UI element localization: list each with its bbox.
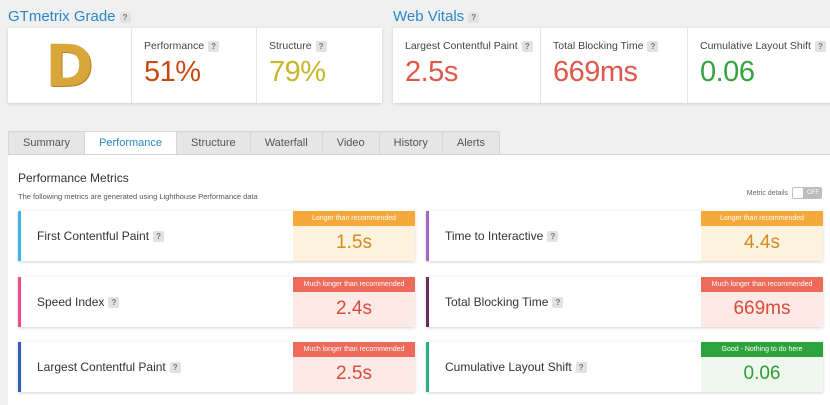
vital-value: 2.5s (405, 56, 458, 88)
metric-result: Much longer than recommended 669ms (701, 277, 823, 327)
structure-value: 79% (269, 56, 326, 88)
metric-label: First Contentful Paint (37, 229, 150, 243)
metric-time-to-interactive[interactable]: Time to Interactive? Longer than recomme… (426, 211, 823, 261)
vital-cls: Cumulative Layout Shift? 0.06 (688, 28, 830, 103)
metric-result: Longer than recommended 1.5s (293, 211, 415, 261)
toggle-state: OFF (807, 190, 819, 196)
metric-result: Much longer than recommended 2.4s (293, 277, 415, 327)
metric-color-bar (426, 342, 429, 392)
metric-result: Longer than recommended 4.4s (701, 211, 823, 261)
metric-details-label: Metric details (746, 189, 788, 197)
metric-details-toggle[interactable]: OFF (792, 187, 822, 199)
metric-label: Time to Interactive (445, 229, 544, 243)
metric-label: Speed Index (37, 295, 105, 309)
metric-status-badge: Longer than recommended (293, 211, 415, 226)
metric-result: Much longer than recommended 2.5s (293, 342, 415, 392)
report-tabs: Summary Performance Structure Waterfall … (8, 131, 500, 155)
help-icon[interactable]: ? (547, 231, 559, 243)
help-icon[interactable]: ? (119, 11, 131, 23)
metric-value: 1.5s (336, 232, 372, 253)
grade-badge: D (8, 28, 132, 103)
metric-speed-index[interactable]: Speed Index? Much longer than recommende… (18, 277, 415, 327)
tab-video[interactable]: Video (321, 131, 379, 155)
metric-value: 2.4s (336, 298, 372, 319)
grade-letter: D (45, 31, 94, 100)
help-icon[interactable]: ? (552, 297, 564, 309)
tab-waterfall[interactable]: Waterfall (249, 131, 322, 155)
help-icon[interactable]: ? (468, 11, 480, 23)
structure-score: Structure? 79% (257, 28, 382, 103)
gtmetrix-grade-title: GTmetrix Grade? (8, 8, 131, 25)
vital-label: Largest Contentful Paint (405, 40, 518, 52)
performance-label: Performance (144, 40, 205, 52)
structure-label: Structure (269, 40, 312, 52)
help-icon[interactable]: ? (575, 362, 587, 374)
metric-status-badge: Much longer than recommended (293, 342, 415, 357)
help-icon[interactable]: ? (108, 297, 120, 309)
help-icon[interactable]: ? (521, 40, 533, 52)
tab-performance[interactable]: Performance (84, 131, 177, 155)
help-icon[interactable]: ? (315, 40, 327, 52)
metric-status-badge: Much longer than recommended (701, 277, 823, 292)
tab-history[interactable]: History (378, 131, 442, 155)
help-icon[interactable]: ? (814, 40, 826, 52)
metric-details-toggle-group: Metric details OFF (747, 187, 822, 199)
vital-label: Total Blocking Time (553, 40, 644, 52)
metric-value: 669ms (733, 298, 791, 319)
vital-value: 0.06 (700, 56, 755, 88)
toggle-knob (793, 188, 803, 198)
metric-cumulative-layout-shift[interactable]: Cumulative Layout Shift? Good - Nothing … (426, 342, 823, 392)
metric-label: Largest Contentful Paint (37, 360, 166, 374)
grade-card: D Performance? 51% Structure? 79% (8, 28, 382, 103)
metric-largest-contentful-paint[interactable]: Largest Contentful Paint? Much longer th… (18, 342, 415, 392)
help-icon[interactable]: ? (208, 40, 220, 52)
metric-status-badge: Good - Nothing to do here (701, 342, 823, 357)
metric-first-contentful-paint[interactable]: First Contentful Paint? Longer than reco… (18, 211, 415, 261)
metric-value: 2.5s (336, 363, 372, 384)
metric-status-badge: Much longer than recommended (293, 277, 415, 292)
performance-panel: Performance Metrics The following metric… (8, 154, 830, 405)
performance-score: Performance? 51% (132, 28, 257, 103)
metric-value: 4.4s (744, 232, 780, 253)
help-icon[interactable]: ? (647, 40, 659, 52)
web-vitals-title: Web Vitals? (393, 8, 480, 25)
web-vitals-title-text: Web Vitals (393, 8, 465, 25)
performance-metrics-subtitle: The following metrics are generated usin… (18, 192, 258, 201)
vital-value: 669ms (553, 56, 638, 88)
metric-color-bar (18, 211, 21, 261)
help-icon[interactable]: ? (169, 362, 181, 374)
tab-alerts[interactable]: Alerts (441, 131, 500, 155)
metric-color-bar (426, 277, 429, 327)
metric-result: Good - Nothing to do here 0.06 (701, 342, 823, 392)
gtmetrix-grade-title-text: GTmetrix Grade (8, 8, 116, 25)
vital-label: Cumulative Layout Shift (700, 40, 811, 52)
metric-total-blocking-time[interactable]: Total Blocking Time? Much longer than re… (426, 277, 823, 327)
tab-summary[interactable]: Summary (8, 131, 85, 155)
metric-color-bar (426, 211, 429, 261)
vital-tbt: Total Blocking Time? 669ms (541, 28, 688, 103)
metric-color-bar (18, 342, 21, 392)
help-icon[interactable]: ? (153, 231, 165, 243)
vital-lcp: Largest Contentful Paint? 2.5s (393, 28, 541, 103)
metric-value: 0.06 (743, 363, 781, 384)
performance-value: 51% (144, 56, 201, 88)
metric-color-bar (18, 277, 21, 327)
metric-label: Total Blocking Time (445, 295, 549, 309)
performance-metrics-title: Performance Metrics (18, 171, 129, 185)
web-vitals-card: Largest Contentful Paint? 2.5s Total Blo… (393, 28, 830, 103)
metric-label: Cumulative Layout Shift (445, 360, 572, 374)
metric-status-badge: Longer than recommended (701, 211, 823, 226)
tab-structure[interactable]: Structure (176, 131, 250, 155)
